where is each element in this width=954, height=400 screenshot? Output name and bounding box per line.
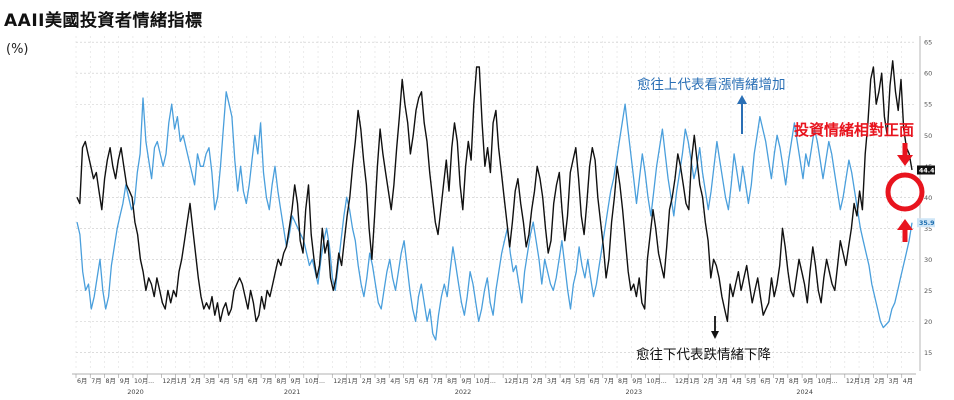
x-tick-label: ...: [832, 378, 838, 385]
x-tick-label: 10月: [817, 377, 831, 385]
x-tick-label: 1月: [689, 377, 699, 385]
x-tick-label: 6月: [77, 377, 87, 385]
x-tick-label: 5月: [234, 377, 244, 385]
x-tick-label: 5月: [746, 377, 756, 385]
end-label-box-bull: [917, 218, 935, 228]
x-tick-label: 4月: [561, 377, 571, 385]
red-arrowhead-up-icon: [897, 219, 913, 230]
x-tick-label: 2月: [362, 377, 372, 385]
bear-annotation: 愈往下代表跌情緒下降: [636, 347, 771, 363]
x-year-label: 2022: [455, 388, 472, 396]
x-tick-label: 7月: [262, 377, 272, 385]
y-unit-label: (%): [6, 42, 29, 57]
end-labels: 44.4 35.9: [917, 165, 935, 228]
x-tick-label: 2月: [703, 377, 713, 385]
x-tick-label: 7月: [91, 377, 101, 385]
end-label-box-bear: [917, 165, 935, 175]
y-tick-label: 60: [924, 70, 932, 78]
chart-title: AAII美國投資者情緒指標: [4, 11, 203, 31]
y-tick-label: 35: [924, 225, 932, 233]
x-tick-label: 9月: [291, 377, 301, 385]
x-tick-label: 9月: [632, 377, 642, 385]
x-tick-label: 7月: [604, 377, 614, 385]
x-tick-label: 1月: [348, 377, 358, 385]
down-arrowhead-icon: [711, 331, 719, 339]
x-tick-label: 4月: [219, 377, 229, 385]
y-tick-label: 50: [924, 132, 932, 140]
x-tick-label: 2月: [533, 377, 543, 385]
y-tick-label: 65: [924, 39, 932, 47]
x-tick-label: 10月: [476, 377, 490, 385]
x-tick-label: 8月: [276, 377, 286, 385]
x-tick-label: 8月: [447, 377, 457, 385]
x-tick-label: 6月: [419, 377, 429, 385]
x-tick-label: ...: [148, 378, 154, 385]
x-year-label: 2023: [626, 388, 643, 396]
annotations: 愈往上代表看漲情緒增加 愈往下代表跌情緒下降 投資情緒相對正面: [636, 77, 925, 363]
y-tick-label: 20: [924, 318, 932, 326]
x-tick-label: 4月: [732, 377, 742, 385]
x-tick-label: 9月: [120, 377, 130, 385]
x-year-label: 2021: [284, 388, 301, 396]
x-tick-label: 12月: [675, 377, 689, 385]
y-tick-label: 55: [924, 101, 932, 109]
x-tick-label: 2月: [191, 377, 201, 385]
x-tick-label: ...: [319, 378, 325, 385]
series-line-bear: [76, 60, 913, 323]
red-arrow-down-shaft-icon: [902, 143, 908, 157]
x-tick-label: 2月: [874, 377, 884, 385]
positive-annotation: 投資情緒相對正面: [794, 121, 914, 139]
end-label-bull: 35.9: [919, 220, 935, 227]
x-tick-label: 3月: [718, 377, 728, 385]
x-tick-label: 3月: [376, 377, 386, 385]
highlight-circle-icon: [885, 172, 925, 212]
x-axis: 6月 7月 8月 9月 10月... 12月 1月 2月 3月 4月 5月 6月 7月 8月 9月 10月..…: [72, 373, 916, 396]
x-tick-label: 9月: [461, 377, 471, 385]
x-tick-label: 3月: [547, 377, 557, 385]
x-tick-label: 8月: [789, 377, 799, 385]
x-tick-label: 6月: [760, 377, 770, 385]
y-tick-label: 15: [924, 349, 932, 357]
bull-annotation: 愈往上代表看漲情緒增加: [637, 77, 786, 93]
x-tick-label: 7月: [775, 377, 785, 385]
x-tick-label: ...: [490, 378, 496, 385]
x-tick-label: 12月: [333, 377, 347, 385]
x-tick-label: 1月: [177, 377, 187, 385]
x-tick-label: 10月: [646, 377, 660, 385]
x-tick-label: 12月: [846, 377, 860, 385]
x-year-label: 2024: [796, 388, 813, 396]
x-tick-label: 10月: [305, 377, 319, 385]
x-tick-label: 3月: [205, 377, 215, 385]
x-tick-label: 1月: [860, 377, 870, 385]
y-tick-label: 30: [924, 256, 932, 264]
x-tick-label: 8月: [618, 377, 628, 385]
x-tick-label: 1月: [518, 377, 528, 385]
y-axis: 1520253035404550556065: [919, 36, 932, 371]
x-tick-label: 7月: [433, 377, 443, 385]
x-tick-label: 12月: [162, 377, 176, 385]
end-label-bear: 44.4: [919, 168, 935, 175]
x-tick-label: 12月: [504, 377, 518, 385]
x-tick-label: 3月: [889, 377, 899, 385]
series-lines: [76, 60, 913, 341]
x-tick-label: 5月: [575, 377, 585, 385]
x-tick-label: 10月: [134, 377, 148, 385]
x-tick-label: 6月: [248, 377, 258, 385]
x-tick-label: 4月: [903, 377, 913, 385]
x-tick-label: 6月: [590, 377, 600, 385]
x-tick-label: 9月: [803, 377, 813, 385]
x-tick-label: 8月: [105, 377, 115, 385]
y-tick-label: 40: [924, 194, 932, 202]
series-line-bull: [76, 91, 913, 341]
x-tick-label: 4月: [390, 377, 400, 385]
red-arrowhead-down-icon: [897, 155, 913, 166]
red-arrow-up-shaft-icon: [902, 229, 908, 242]
grid-lines: [75, 36, 916, 371]
x-tick-label: 5月: [404, 377, 414, 385]
x-tick-label: ...: [661, 378, 667, 385]
x-year-label: 2020: [127, 388, 144, 396]
up-arrowhead-icon: [737, 95, 747, 104]
y-tick-label: 25: [924, 287, 932, 295]
